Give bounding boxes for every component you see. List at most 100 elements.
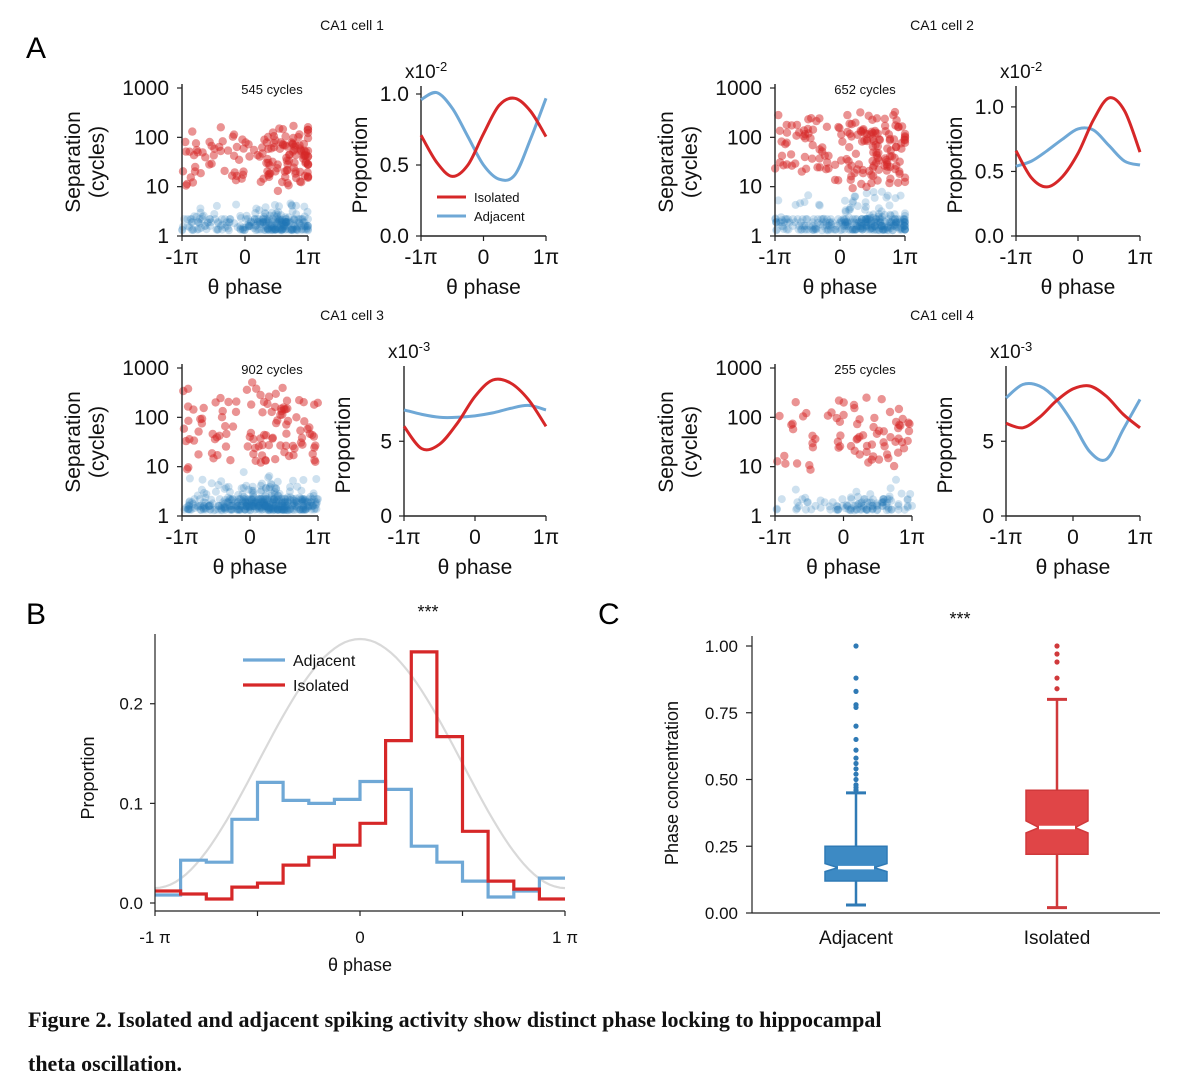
- isolated-point: [892, 116, 901, 125]
- adjacent-point: [880, 217, 889, 226]
- y-axis-label: (cycles): [86, 126, 109, 198]
- isolated-point: [179, 386, 188, 396]
- adjacent-point: [296, 505, 304, 514]
- adjacent-point: [259, 218, 268, 226]
- adjacent-point: [800, 198, 809, 207]
- adjacent-point: [274, 495, 283, 504]
- isolated-point: [813, 163, 822, 172]
- adjacent-point: [221, 505, 230, 514]
- isolated-point: [310, 443, 319, 452]
- adjacent-point: [275, 505, 284, 514]
- adjacent-point: [308, 501, 317, 510]
- isolated-point: [881, 127, 890, 136]
- adjacent-point: [263, 225, 272, 234]
- adjacent-point: [196, 505, 205, 514]
- adjacent-point: [779, 225, 788, 233]
- adjacent-point: [271, 484, 280, 493]
- adjacent-point: [278, 218, 287, 227]
- adjacent-point: [290, 499, 299, 508]
- adjacent-point: [801, 221, 810, 230]
- adjacent-point: [837, 225, 846, 234]
- adjacent-point: [273, 211, 282, 219]
- adjacent-point: [842, 501, 851, 510]
- isolated-point: [834, 176, 843, 185]
- adjacent-point: [290, 216, 299, 225]
- adjacent-point: [250, 505, 259, 514]
- adjacent-point: [891, 194, 900, 203]
- adjacent-point: [286, 483, 295, 492]
- adjacent-point: [286, 495, 294, 504]
- adjacent-point: [215, 501, 224, 510]
- x-tick-label: 0: [469, 526, 481, 549]
- adjacent-point: [779, 222, 787, 231]
- isolated-point: [891, 417, 901, 427]
- adjacent-point: [807, 505, 816, 514]
- y-tick-label: 1: [157, 225, 169, 248]
- adjacent-point: [811, 224, 819, 233]
- y-axis-label: Separation: [62, 111, 85, 213]
- adjacent-point: [185, 505, 194, 514]
- adjacent-point: [267, 480, 276, 489]
- adjacent-point: [223, 498, 232, 507]
- adjacent-point: [865, 215, 874, 224]
- adjacent-point: [796, 218, 805, 227]
- adjacent-point: [846, 506, 855, 515]
- adjacent-point: [185, 497, 194, 506]
- adjacent-point: [894, 505, 903, 514]
- adjacent-point: [283, 218, 292, 227]
- adjacent-point: [872, 215, 881, 224]
- isolated-point: [900, 136, 910, 145]
- adjacent-point: [867, 217, 876, 226]
- adjacent-point: [897, 489, 906, 498]
- adjacent-point: [791, 218, 800, 227]
- adjacent-point: [199, 211, 208, 220]
- adjacent-point: [243, 495, 252, 504]
- isolated-point: [847, 132, 856, 141]
- y-tick-label: 0.0: [975, 225, 1004, 248]
- adjacent-point: [199, 505, 208, 514]
- adjacent-point: [214, 501, 223, 510]
- adjacent-point: [311, 501, 320, 510]
- adjacent-point: [278, 225, 287, 234]
- adjacent-point: [282, 218, 291, 227]
- adjacent-point: [204, 502, 213, 511]
- isolated-point: [850, 403, 859, 413]
- adjacent-point: [250, 215, 259, 224]
- adjacent-point: [781, 215, 790, 224]
- adjacent-point: [844, 205, 853, 214]
- adjacent-point: [307, 498, 316, 507]
- adjacent-point: [270, 504, 279, 513]
- y-tick-label: 100: [134, 126, 169, 149]
- adjacent-point: [185, 501, 194, 510]
- adjacent-point: [264, 473, 273, 482]
- adjacent-point: [239, 495, 248, 504]
- adjacent-point: [259, 218, 268, 227]
- adjacent-point: [866, 213, 875, 222]
- adjacent-point: [271, 501, 280, 510]
- adjacent-point: [295, 505, 304, 514]
- adjacent-point: [282, 501, 291, 510]
- isolated-point: [837, 130, 846, 139]
- isolated-point: [787, 161, 797, 170]
- isolated-point: [900, 173, 910, 182]
- adjacent-point: [217, 504, 226, 513]
- adjacent-point: [826, 505, 835, 514]
- adjacent-point: [823, 215, 832, 224]
- isolated-point: [271, 389, 280, 398]
- adjacent-point: [211, 505, 220, 514]
- isolated-point: [889, 135, 899, 144]
- adjacent-point: [228, 495, 237, 504]
- adjacent-point: [868, 505, 877, 513]
- adjacent-point: [250, 499, 258, 508]
- isolated-point: [258, 408, 267, 417]
- adjacent-point: [198, 215, 207, 224]
- adjacent-point: [266, 221, 275, 230]
- y-tick-label: 10: [739, 456, 762, 479]
- adjacent-point: [300, 495, 309, 504]
- adjacent-point: [242, 481, 251, 490]
- isolated-point: [298, 440, 307, 449]
- adjacent-point: [280, 505, 289, 514]
- adjacent-point: [199, 501, 208, 510]
- isolated-point: [297, 433, 307, 442]
- adjacent-point: [264, 506, 273, 515]
